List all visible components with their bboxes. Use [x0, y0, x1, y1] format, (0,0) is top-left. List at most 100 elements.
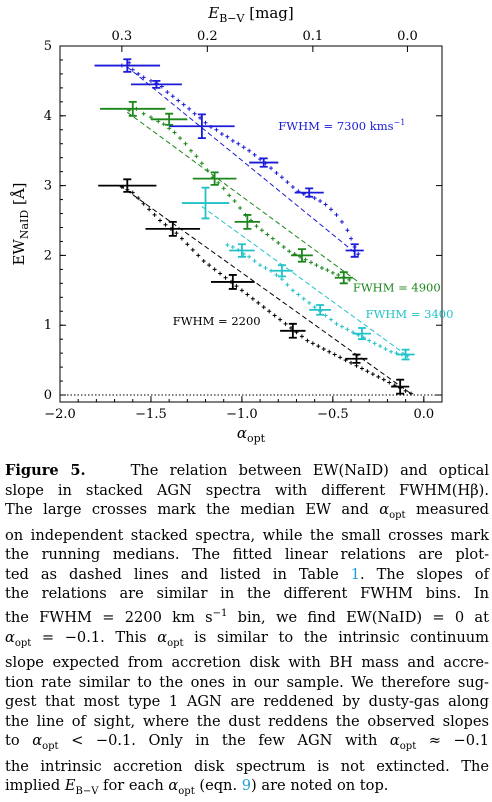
running-median-point — [130, 67, 135, 72]
running-median-point — [261, 305, 266, 310]
x-tick-label: 0.0 — [413, 407, 434, 422]
running-median-point — [319, 265, 324, 270]
running-median-point — [254, 224, 259, 229]
running-median-point — [381, 377, 386, 382]
running-median-point — [301, 296, 306, 301]
running-median-point — [309, 260, 314, 265]
running-median-point — [327, 349, 332, 354]
running-median-point — [199, 161, 204, 166]
running-median-point — [178, 136, 183, 141]
running-median-point — [383, 346, 388, 351]
running-median-point — [285, 180, 290, 185]
fit-line — [201, 206, 406, 355]
running-median-point — [339, 219, 344, 224]
running-median-point — [349, 360, 354, 365]
running-median-point — [343, 358, 348, 363]
median-point — [294, 187, 324, 198]
y-tick-label: 4 — [44, 109, 52, 124]
running-median-point — [332, 352, 337, 357]
running-median-point — [265, 232, 270, 237]
running-median-point — [181, 102, 186, 107]
median-point — [150, 112, 188, 126]
running-median-point — [269, 166, 274, 171]
running-median-point — [279, 175, 284, 180]
running-median-point — [223, 275, 228, 280]
running-median-point — [201, 258, 206, 263]
median-point — [98, 178, 157, 193]
ew-vs-alpha-chart: −2.0 −1.5 −1.0 −0.5 0.0 0 1 2 3 4 5 0.3 0.2 0.1 0.0 αop… — [10, 4, 454, 445]
series-2 — [181, 186, 415, 361]
running-median-point — [336, 272, 341, 277]
running-median-point — [359, 366, 364, 371]
running-median-point — [167, 126, 172, 131]
series-0 — [94, 58, 364, 258]
running-median-point — [148, 78, 153, 83]
running-median-point — [329, 207, 334, 212]
running-median-point — [312, 305, 317, 310]
running-median-point — [345, 228, 350, 233]
caption-line: αopt = −0.1. This αopt is similar to the… — [5, 628, 490, 649]
running-median-point — [367, 338, 372, 343]
median-point — [130, 80, 182, 89]
running-median-point — [389, 349, 394, 354]
x-tick-label: −2.0 — [44, 407, 76, 422]
running-median-point — [247, 148, 252, 153]
top-axis-label: EB−V [mag] — [207, 4, 293, 25]
running-median-point — [334, 321, 339, 326]
running-median-point — [378, 344, 383, 349]
running-median-point — [274, 272, 279, 277]
caption-line: the FWHM = 2200 km s−1 bin, we find EW(N… — [5, 608, 489, 626]
running-median-point — [276, 240, 281, 245]
caption-line: gest that most type 1 AGN are reddened b… — [5, 693, 489, 711]
running-median-point — [338, 355, 343, 360]
running-median-point — [152, 212, 157, 217]
running-median-point — [161, 122, 166, 127]
running-median-point — [252, 152, 257, 157]
caption-line: slope expected from accretion disk with … — [5, 654, 489, 672]
running-median-point — [290, 185, 295, 190]
running-median-point — [354, 363, 359, 368]
running-median-point — [372, 341, 377, 346]
running-median-point — [287, 249, 292, 254]
median-point — [234, 214, 261, 230]
fit-line — [119, 185, 414, 396]
running-median-point — [256, 300, 261, 305]
running-median-point — [267, 309, 272, 314]
running-median-point — [252, 258, 257, 263]
running-median-point — [214, 127, 219, 132]
median-point — [345, 243, 364, 258]
median-point — [94, 58, 161, 73]
running-median-point — [148, 115, 153, 120]
median-point — [280, 322, 306, 339]
running-median-point — [356, 252, 361, 257]
running-median-point — [370, 372, 375, 377]
running-median-point — [192, 111, 197, 116]
running-median-point — [141, 75, 146, 80]
running-median-point — [330, 270, 335, 275]
running-median-point — [263, 265, 268, 270]
running-median-point — [376, 374, 381, 379]
series-label: FWHM = 3400 — [366, 307, 454, 321]
y-tick-label: 3 — [44, 179, 52, 194]
running-median-point — [212, 267, 217, 272]
running-median-point — [221, 186, 226, 191]
y-tick-label: 2 — [44, 248, 52, 263]
running-median-point — [259, 228, 264, 233]
y-tick-label: 5 — [44, 39, 52, 54]
running-median-point — [147, 207, 152, 212]
running-median-point — [174, 231, 179, 236]
running-median-point — [230, 138, 235, 143]
caption-line: slope in stacked AGN spectra with differ… — [5, 481, 489, 499]
series-1 — [100, 100, 359, 285]
running-median-point — [296, 292, 301, 297]
median-point — [100, 100, 166, 117]
running-median-point — [387, 380, 392, 385]
median-point — [249, 157, 279, 168]
running-median-point — [279, 277, 284, 282]
running-median-point — [285, 282, 290, 287]
running-median-point — [185, 242, 190, 247]
caption-line: Figure 5. The relation between EW(NaID) … — [5, 462, 489, 479]
running-median-point — [318, 198, 323, 203]
running-median-point — [247, 254, 252, 259]
top-tick-label: 0.2 — [197, 29, 218, 44]
